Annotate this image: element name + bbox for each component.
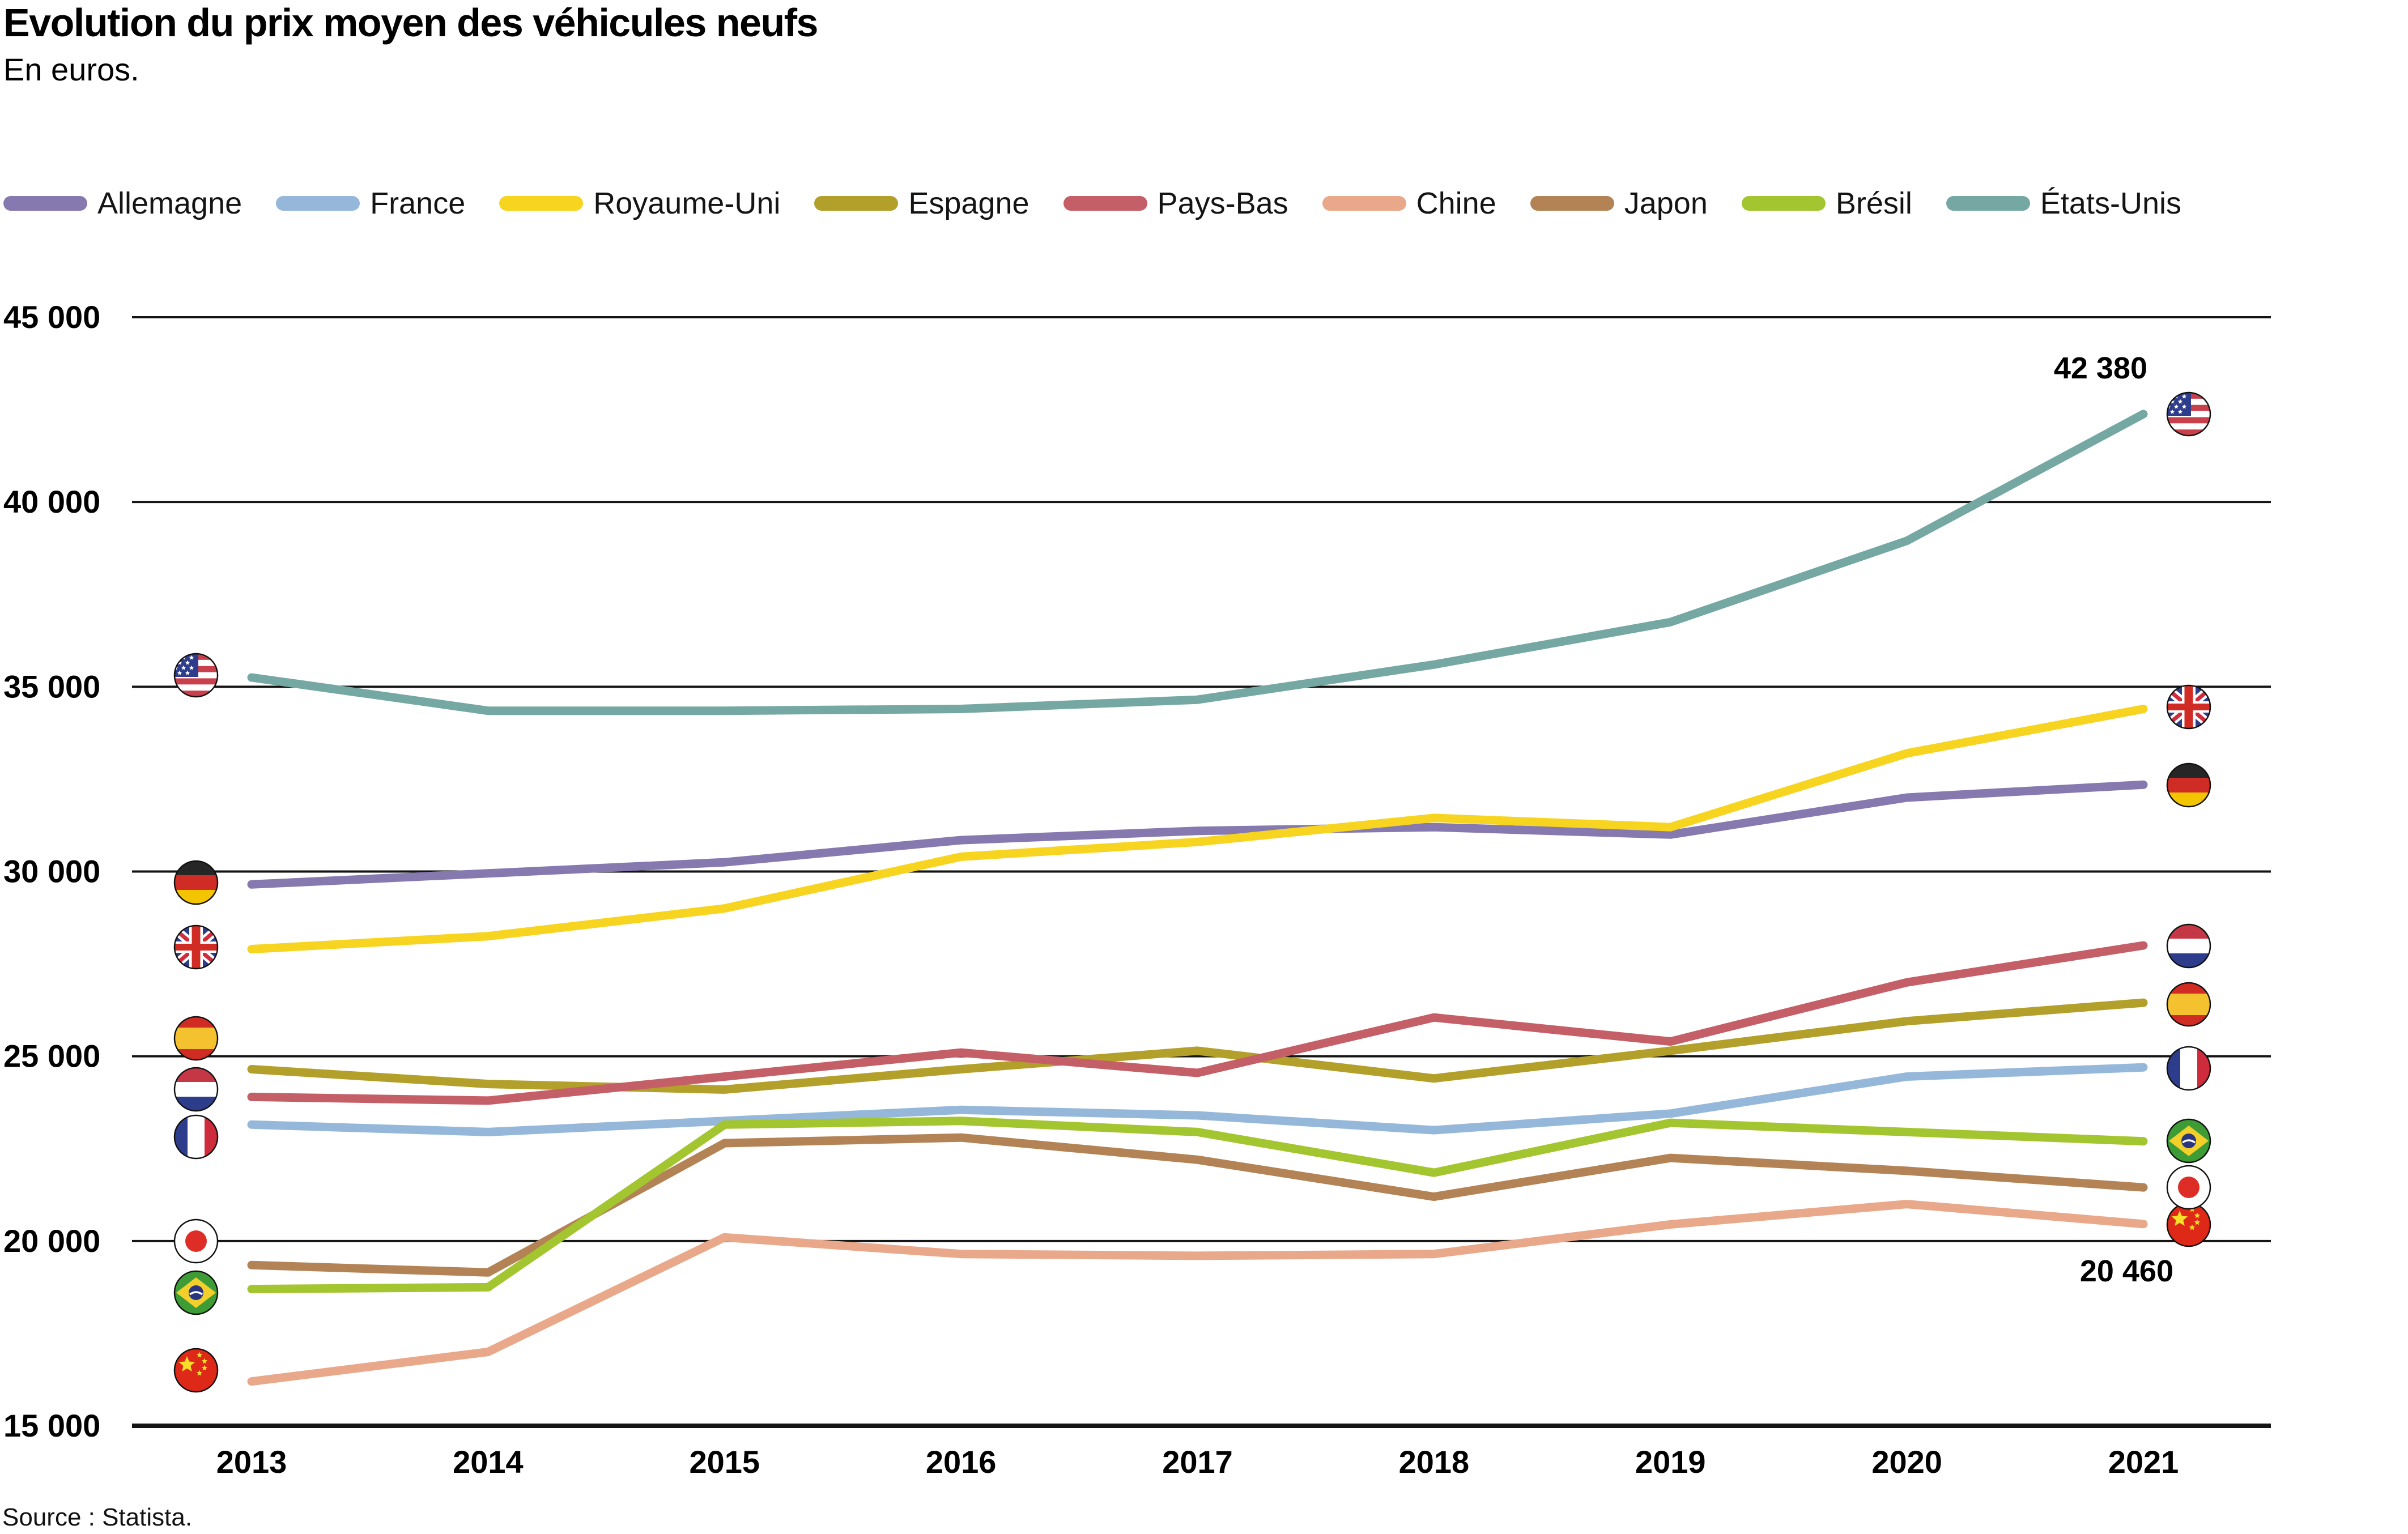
legend-item-de: Allemagne <box>3 186 242 221</box>
flag-cn-icon-left <box>173 1348 219 1393</box>
y-tick-label: 15 000 <box>3 1408 100 1443</box>
x-tick-label-2020: 2020 <box>1871 1444 1942 1480</box>
flag-us-icon-left <box>173 653 219 698</box>
x-tick-label-2021: 2021 <box>2108 1444 2179 1480</box>
chart-subtitle: En euros. <box>3 52 139 87</box>
x-tick-label-2017: 2017 <box>1162 1444 1233 1480</box>
flag-layer <box>173 391 2211 1393</box>
x-tick-label-2013: 2013 <box>216 1444 287 1480</box>
x-tick-label-2014: 2014 <box>453 1444 524 1480</box>
flag-br-icon-right <box>2166 1118 2211 1164</box>
flag-es-icon-left <box>173 1016 219 1061</box>
series-line-es <box>247 998 2148 1094</box>
legend-item-es: Espagne <box>814 186 1029 221</box>
legend-item-br: Brésil <box>1741 186 1912 221</box>
series-layer <box>247 410 2148 1386</box>
legend-swatch-icon <box>1530 196 1614 211</box>
legend-item-us: États-Unis <box>1946 186 2181 221</box>
legend-swatch-icon <box>1322 196 1406 211</box>
x-tick-label-2016: 2016 <box>926 1444 997 1480</box>
flag-jp-icon-right <box>2166 1165 2211 1210</box>
value-label-42380: 42 380 <box>2054 351 2147 385</box>
flag-br-icon-left <box>173 1270 219 1315</box>
legend-swatch-icon <box>499 196 584 211</box>
y-tick-label: 45 000 <box>3 299 100 335</box>
legend-label: Allemagne <box>97 186 242 220</box>
y-tick-label: 20 000 <box>3 1223 100 1259</box>
value-label-20460: 20 460 <box>2080 1254 2173 1288</box>
series-line-us <box>247 410 2148 715</box>
flag-fr-icon-right <box>2166 1046 2211 1091</box>
flag-gb-icon-right <box>2166 684 2211 730</box>
x-tick-label-2015: 2015 <box>689 1444 760 1480</box>
legend-swatch-icon <box>814 196 899 211</box>
legend-label: Japon <box>1624 186 1708 220</box>
chart-title: Evolution du prix moyen des véhicules ne… <box>3 1 818 45</box>
series-line-fr <box>247 1063 2148 1136</box>
y-tick-label: 30 000 <box>3 854 100 889</box>
legend-label: Espagne <box>908 186 1029 220</box>
legend-swatch-icon <box>1946 196 2030 211</box>
legend-label: Pays-Bas <box>1157 186 1288 220</box>
legend-label: États-Unis <box>2040 186 2181 220</box>
legend-label: Brésil <box>1835 186 1912 220</box>
y-tick-label: 35 000 <box>3 668 100 704</box>
flag-gb-icon-left <box>173 924 219 970</box>
flag-jp-icon-left <box>173 1218 219 1264</box>
legend-swatch-icon <box>1741 196 1826 211</box>
text-layer: 45 000 40 000 35 000 30 000 25 000 20 000 15 0… <box>3 299 2179 1480</box>
legend-label: Royaume-Uni <box>593 186 781 220</box>
legend-swatch-icon <box>3 196 87 211</box>
series-line-cn <box>247 1200 2148 1386</box>
y-tick-label: 25 000 <box>3 1038 100 1074</box>
flag-fr-icon-left <box>173 1114 219 1160</box>
legend-item-jp: Japon <box>1530 186 1708 221</box>
flag-de-icon-right <box>2166 762 2211 808</box>
legend-label: France <box>370 186 466 220</box>
flag-us-icon-right <box>2166 391 2211 437</box>
series-line-gb <box>247 705 2148 953</box>
y-tick-label: 40 000 <box>3 484 100 519</box>
x-tick-label-2018: 2018 <box>1399 1444 1470 1480</box>
legend: Allemagne France Royaume-Uni Espagne Pays-Ba… <box>3 186 2181 221</box>
legend-swatch-icon <box>276 196 360 211</box>
legend-item-fr: France <box>276 186 465 221</box>
flag-de-icon-left <box>173 860 219 905</box>
legend-item-nl: Pays-Bas <box>1063 186 1288 221</box>
series-line-br <box>247 1117 2148 1294</box>
series-line-de <box>247 780 2148 889</box>
x-tick-label-2019: 2019 <box>1635 1444 1706 1480</box>
legend-label: Chine <box>1416 186 1496 220</box>
source-note: Source : Statista. <box>2 1503 193 1531</box>
legend-item-gb: Royaume-Uni <box>499 186 780 221</box>
series-line-nl <box>247 941 2148 1105</box>
flag-nl-icon-right <box>2166 923 2211 969</box>
flag-nl-icon-left <box>173 1067 219 1112</box>
legend-item-cn: Chine <box>1322 186 1496 221</box>
flag-es-icon-right <box>2166 982 2211 1027</box>
legend-swatch-icon <box>1063 196 1147 211</box>
